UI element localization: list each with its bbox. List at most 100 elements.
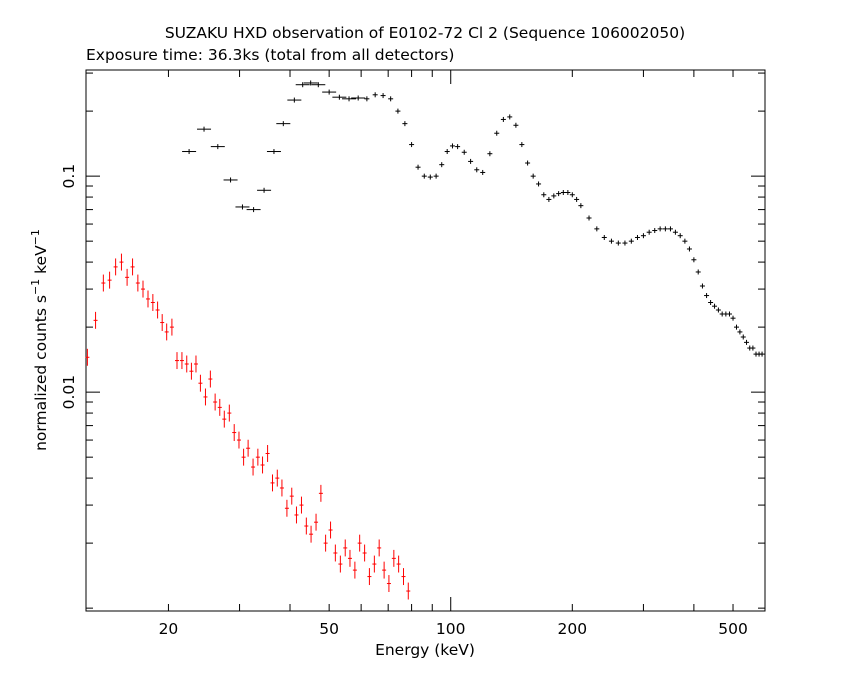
data-point	[284, 499, 289, 517]
data-point	[266, 149, 281, 155]
data-point	[578, 203, 584, 209]
data-point	[415, 164, 421, 170]
data-point	[107, 271, 112, 289]
x-axis-tick-labels: 20 50 100 200 500	[159, 620, 748, 638]
data-point	[227, 404, 232, 422]
data-point	[382, 561, 387, 579]
data-point	[113, 258, 118, 276]
data-point	[332, 94, 347, 100]
series-1	[85, 253, 411, 600]
data-point	[494, 130, 500, 136]
data-point	[184, 355, 189, 373]
data-point	[401, 568, 406, 586]
data-point	[328, 521, 333, 539]
y-tick-label: 0.01	[60, 375, 78, 410]
data-point	[737, 329, 743, 335]
data-point	[541, 192, 547, 198]
data-point	[169, 318, 174, 336]
data-point	[182, 149, 197, 155]
data-point	[395, 108, 401, 114]
y-axis-label-main: normalized counts s	[32, 295, 50, 451]
data-point	[294, 506, 299, 524]
data-point	[235, 204, 250, 210]
data-point	[347, 549, 352, 567]
x-tick-label: 500	[718, 620, 748, 638]
data-point	[236, 431, 241, 449]
data-point	[342, 96, 357, 102]
data-point	[279, 479, 284, 497]
data-point	[682, 238, 688, 244]
data-point	[174, 352, 179, 370]
data-point	[217, 398, 222, 416]
data-point	[565, 189, 571, 195]
data-point	[640, 233, 646, 239]
data-point	[391, 549, 396, 567]
data-point	[672, 229, 678, 235]
data-point	[409, 142, 415, 148]
data-point	[367, 568, 372, 586]
data-point	[85, 348, 90, 366]
data-point	[536, 181, 542, 187]
data-point	[708, 300, 714, 306]
data-points	[85, 80, 765, 600]
data-point	[525, 160, 531, 166]
data-point	[468, 158, 474, 164]
data-point	[740, 334, 746, 340]
data-point	[208, 370, 213, 388]
data-point	[351, 95, 366, 101]
data-point	[309, 525, 314, 543]
data-point	[712, 303, 718, 309]
data-point	[203, 388, 208, 406]
data-point	[119, 253, 124, 271]
y-tick-label: 0.1	[60, 164, 78, 189]
data-point	[444, 149, 450, 155]
data-point	[560, 189, 566, 195]
data-point	[744, 339, 750, 345]
data-point	[255, 448, 260, 466]
data-point	[691, 257, 697, 263]
data-point	[213, 393, 218, 411]
data-point	[372, 555, 377, 573]
data-point	[750, 345, 756, 351]
data-point	[569, 192, 575, 198]
data-point	[145, 290, 150, 308]
data-point	[439, 162, 445, 168]
data-point	[130, 258, 135, 276]
data-point	[164, 323, 169, 341]
data-point	[519, 142, 525, 148]
data-point	[93, 311, 98, 329]
data-point	[377, 539, 382, 557]
data-point	[726, 311, 732, 317]
chart-title: SUZAKU HXD observation of E0102-72 Cl 2 …	[165, 24, 685, 42]
data-point	[380, 93, 386, 99]
data-point	[487, 151, 493, 157]
data-point	[433, 173, 439, 179]
data-point	[601, 234, 607, 240]
data-point	[304, 517, 309, 535]
y-axis-label-sup1: −1	[29, 279, 42, 295]
data-point	[461, 149, 467, 155]
data-point	[101, 274, 106, 292]
data-point	[421, 173, 427, 179]
data-point	[474, 167, 480, 173]
data-point	[193, 355, 198, 373]
data-point	[455, 144, 461, 150]
series-0	[182, 80, 765, 357]
data-point	[574, 196, 580, 202]
data-point	[586, 215, 592, 221]
data-point	[396, 555, 401, 573]
data-point	[141, 280, 146, 298]
data-point	[160, 314, 165, 332]
chart-subtitle: Exposure time: 36.3ks (total from all de…	[86, 46, 454, 64]
data-point	[246, 207, 261, 213]
data-point	[704, 293, 710, 299]
data-point	[287, 97, 302, 103]
data-point	[556, 191, 562, 197]
data-point	[667, 226, 673, 232]
y-axis-label-sup2: −1	[29, 229, 42, 245]
data-point	[427, 174, 433, 180]
data-point	[295, 82, 310, 88]
data-point	[270, 474, 275, 492]
data-point	[733, 324, 739, 330]
data-point	[246, 439, 251, 457]
